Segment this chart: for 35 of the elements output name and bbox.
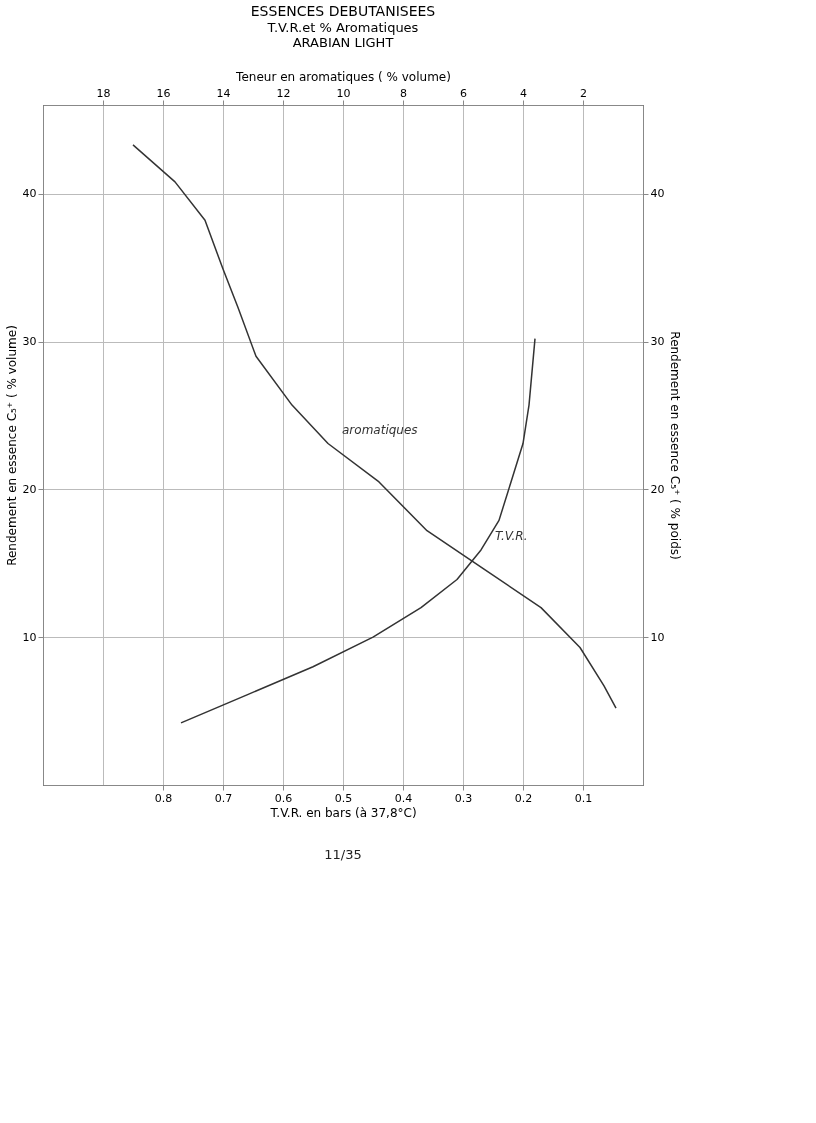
x-tick-label: 0.4 — [394, 791, 413, 805]
text: ARABIAN LIGHT — [292, 35, 394, 50]
y2-axis-title: Rendement en essence C₅⁺ ( % poids) — [668, 331, 683, 560]
y-tick-label: 10 — [22, 630, 37, 644]
x2-tick-label: 16 — [156, 86, 171, 100]
x-tick-label: 0.1 — [574, 791, 593, 805]
y2-tick-label: 20 — [650, 482, 665, 496]
x-tick-label: 0.5 — [334, 791, 353, 805]
chart-title: ESSENCES DEBUTANISEES — [250, 3, 436, 19]
x2-tick-label: 14 — [216, 86, 231, 100]
series-label: aromatiques — [342, 422, 418, 437]
x-tick-label: 0.2 — [514, 791, 533, 805]
chart-subtitle: T.V.R.et % Aromatiques — [266, 20, 419, 35]
x2-tick-label: 8 — [400, 86, 407, 100]
x-axis-title: T.V.R. en bars (à 37,8°C) — [269, 805, 417, 820]
y2-tick-label: 40 — [650, 187, 665, 201]
x2-tick-label: 12 — [276, 86, 291, 100]
y-tick-label: 30 — [22, 335, 37, 349]
text: 11/35 — [324, 847, 362, 862]
x2-axis-title: Teneur en aromatiques ( % volume) — [235, 69, 451, 84]
y-axis-title: Rendement en essence C₅⁺ ( % volume) — [4, 325, 19, 566]
x-tick-label: 0.8 — [154, 791, 173, 805]
y2-tick-label: 10 — [650, 630, 665, 644]
x-tick-label: 0.7 — [214, 791, 233, 805]
y2-tick-label: 30 — [650, 335, 665, 349]
x2-tick-label: 18 — [96, 86, 111, 100]
x2-tick-label: 10 — [336, 86, 351, 100]
x2-tick-label: 6 — [460, 86, 467, 100]
y-tick-label: 40 — [22, 187, 37, 201]
x2-tick-label: 2 — [580, 86, 587, 100]
x-tick-label: 0.6 — [274, 791, 293, 805]
x-tick-label: 0.3 — [454, 791, 473, 805]
y-tick-label: 20 — [22, 482, 37, 496]
series-label: T.V.R. — [495, 528, 528, 543]
x2-tick-label: 4 — [520, 86, 527, 100]
